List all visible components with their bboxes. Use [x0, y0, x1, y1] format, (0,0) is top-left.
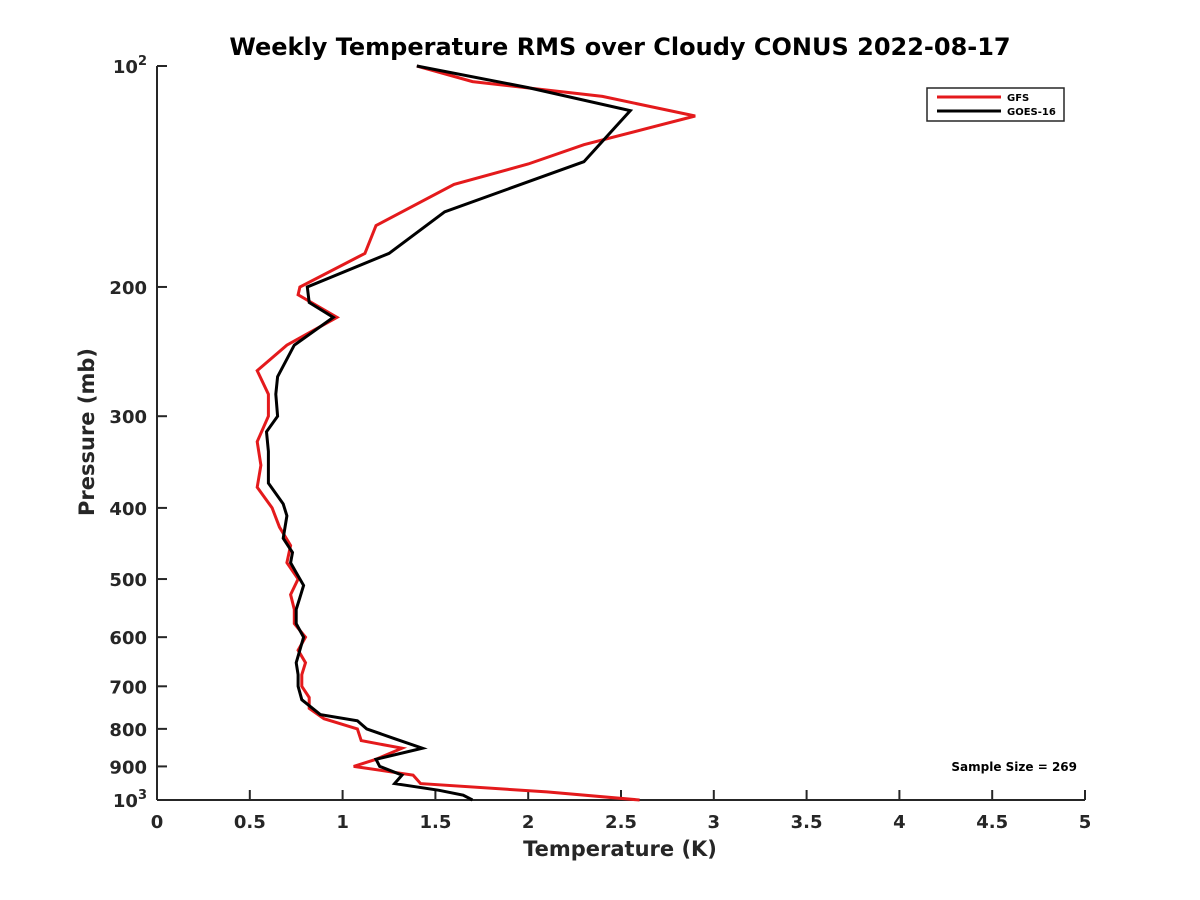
legend-label: GOES-16 [1007, 107, 1056, 118]
y-tick-label: 600 [109, 628, 147, 649]
x-tick-label: 0.5 [234, 812, 266, 833]
y-tick-label: 500 [109, 570, 147, 591]
x-tick-label: 1 [336, 812, 349, 833]
y-ticks: 102 200 300 400 500 600 700 800 900 103 [109, 54, 167, 812]
series-line-gfs [255, 64, 696, 802]
x-tick-label: 5 [1079, 812, 1092, 833]
y-tick-label: 200 [109, 278, 147, 299]
x-tick-label: 1.5 [419, 812, 451, 833]
sample-size-annotation: Sample Size = 269 [951, 760, 1077, 774]
x-tick-label: 2 [522, 812, 535, 833]
y-axis-label: Pressure (mb) [75, 348, 99, 516]
series-line-goes-16 [264, 64, 634, 802]
y-tick-label: 300 [109, 407, 147, 428]
x-tick-label: 3 [708, 812, 721, 833]
legend-label: GFS [1007, 93, 1029, 104]
x-ticks: 0 0.5 1 1.5 2 2.5 3 3.5 4 4.5 5 [151, 790, 1092, 833]
x-tick-label: 4 [893, 812, 906, 833]
axes [156, 66, 1085, 801]
series-lines [255, 64, 696, 802]
y-tick-label: 700 [109, 677, 147, 698]
chart-title: Weekly Temperature RMS over Cloudy CONUS… [229, 33, 1010, 61]
x-tick-label: 3.5 [791, 812, 823, 833]
x-tick-label: 4.5 [976, 812, 1008, 833]
y-tick-label: 800 [109, 720, 147, 741]
x-tick-label: 0 [151, 812, 164, 833]
legend-box [926, 87, 1065, 122]
y-tick-label: 102 [113, 54, 147, 78]
y-tick-label: 400 [109, 499, 147, 520]
legend: GFS GOES-16 [926, 87, 1065, 122]
y-tick-label: 103 [113, 788, 147, 812]
y-tick-label: 900 [109, 757, 147, 778]
x-axis-label: Temperature (K) [523, 837, 717, 861]
x-tick-label: 2.5 [605, 812, 637, 833]
